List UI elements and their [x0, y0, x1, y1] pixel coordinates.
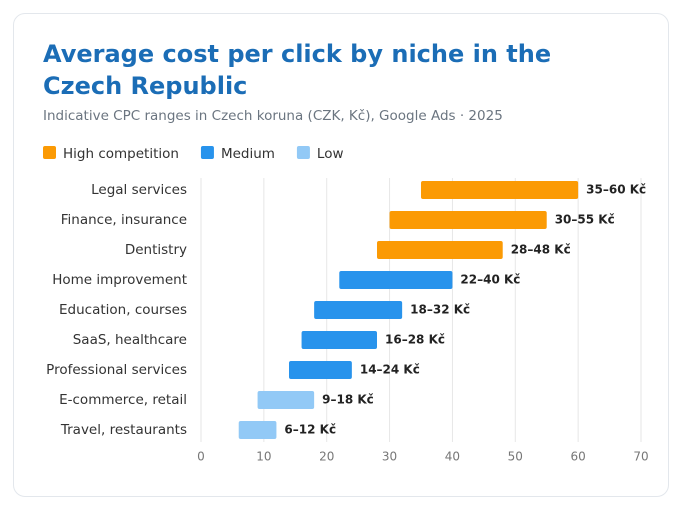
bar	[421, 181, 579, 199]
bar	[301, 331, 377, 349]
legend-label: High competition	[63, 146, 179, 162]
value-label: 22–40 Kč	[460, 273, 520, 287]
legend-swatch	[43, 146, 56, 159]
bar	[257, 391, 315, 409]
legend-label: Low	[317, 146, 344, 162]
y-tick-label: Education, courses	[59, 302, 187, 318]
value-label: 30–55 Kč	[555, 213, 615, 227]
value-label: 9–18 Kč	[322, 393, 374, 407]
x-tick-label: 50	[508, 450, 523, 464]
value-label: 14–24 Kč	[360, 363, 420, 377]
bar	[339, 271, 453, 289]
value-label: 28–48 Kč	[511, 243, 571, 257]
value-label: 18–32 Kč	[410, 303, 470, 317]
bar	[389, 211, 547, 229]
y-tick-label: SaaS, healthcare	[73, 332, 187, 348]
legend-swatch	[296, 146, 310, 159]
x-tick-label: 0	[197, 450, 205, 464]
chart-subtitle: Indicative CPC ranges in Czech koruna (C…	[43, 108, 503, 124]
y-tick-label: Dentistry	[125, 242, 187, 258]
x-tick-label: 60	[571, 450, 586, 464]
legend-label: Medium	[221, 146, 275, 162]
value-label: 35–60 Kč	[586, 183, 646, 197]
bar	[289, 361, 352, 379]
card	[13, 13, 669, 497]
x-tick-label: 70	[633, 450, 648, 464]
x-tick-label: 10	[256, 450, 271, 464]
x-tick-label: 40	[445, 450, 460, 464]
value-label: 6–12 Kč	[284, 423, 336, 437]
x-tick-label: 20	[319, 450, 334, 464]
value-label: 16–28 Kč	[385, 333, 445, 347]
y-tick-label: Legal services	[91, 182, 187, 198]
y-tick-label: Travel, restaurants	[60, 422, 187, 438]
x-tick-label: 30	[382, 450, 397, 464]
chart-title: Average cost per click by niche in the C…	[43, 40, 552, 100]
bar	[238, 421, 277, 439]
y-tick-label: Home improvement	[52, 272, 187, 288]
y-tick-label: Finance, insurance	[61, 212, 187, 228]
legend-swatch	[200, 146, 214, 159]
bar	[314, 301, 403, 319]
bar	[377, 241, 503, 259]
y-tick-label: Professional services	[46, 362, 187, 378]
y-tick-label: E-commerce, retail	[59, 392, 187, 408]
